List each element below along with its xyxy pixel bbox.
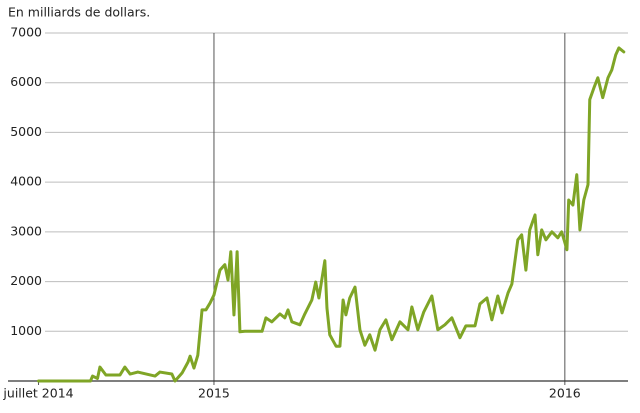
y-tick-label: 3000 [10,223,42,238]
y-tick-label: 6000 [10,74,42,89]
x-tick-label: juillet 2014 [2,386,73,401]
chart-title: En milliards de dollars. [8,5,150,20]
y-tick-label: 5000 [10,124,42,139]
y-tick-label: 4000 [10,174,42,189]
y-tick-label: 2000 [10,273,42,288]
x-tick-label: 2016 [549,386,581,401]
y-tick-label: 7000 [10,25,42,40]
x-tick-label: 2015 [198,386,230,401]
y-tick-label: 1000 [10,323,42,338]
data-line [37,46,626,383]
